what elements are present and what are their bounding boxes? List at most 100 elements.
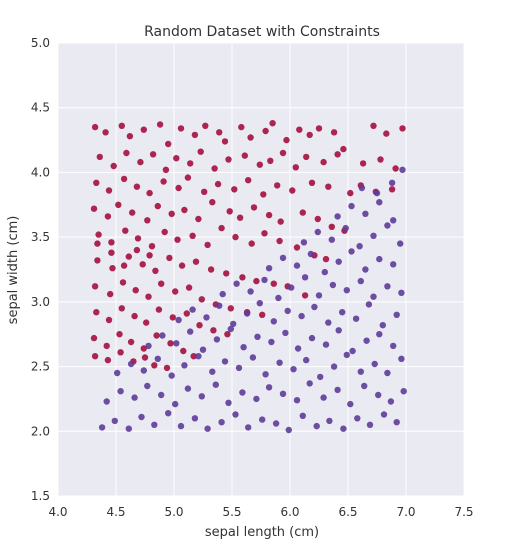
x-tick-label: 5.0	[164, 505, 183, 519]
data-point-upper	[216, 129, 223, 136]
y-tick-label: 2.0	[31, 424, 50, 438]
x-axis-label: sepal length (cm)	[205, 525, 319, 540]
data-point-lower	[326, 417, 333, 425]
x-tick-label: 4.0	[48, 505, 67, 519]
data-point-upper	[239, 274, 246, 281]
data-point-upper	[236, 214, 244, 221]
data-point-upper	[209, 199, 216, 206]
data-point-upper	[95, 231, 102, 238]
data-point-lower	[145, 342, 152, 350]
data-point-upper	[105, 187, 113, 194]
data-point-upper	[103, 342, 110, 350]
data-point-upper	[187, 160, 194, 167]
y-tick-label: 4.0	[31, 165, 50, 179]
data-point-upper	[115, 201, 122, 208]
data-point-lower	[275, 294, 282, 302]
data-point-upper	[158, 280, 165, 287]
x-tick-label: 6.0	[280, 505, 299, 519]
data-point-lower	[177, 422, 185, 430]
data-point-upper	[165, 140, 172, 148]
data-point-lower	[232, 411, 239, 418]
data-points	[90, 120, 407, 434]
data-point-lower	[282, 329, 289, 337]
data-point-lower	[390, 261, 397, 268]
data-point-lower	[363, 337, 370, 344]
data-point-upper	[110, 162, 117, 170]
data-point-lower	[212, 381, 219, 388]
data-point-upper	[177, 125, 185, 132]
data-point-upper	[279, 149, 287, 157]
data-point-upper	[91, 283, 99, 290]
data-point-upper	[269, 120, 276, 127]
data-point-upper	[126, 133, 134, 140]
data-point-upper	[153, 332, 160, 339]
data-point-lower	[399, 166, 406, 173]
data-point-upper	[181, 206, 188, 214]
data-point-lower	[348, 248, 355, 255]
data-point-lower	[270, 318, 277, 325]
data-point-lower	[288, 284, 295, 291]
data-point-upper	[104, 213, 112, 220]
data-point-lower	[98, 424, 106, 431]
data-point-upper	[94, 240, 101, 247]
data-point-upper	[94, 257, 101, 264]
data-point-lower	[117, 388, 124, 395]
data-point-upper	[207, 266, 215, 273]
data-point-upper	[185, 284, 193, 291]
data-point-lower	[370, 293, 377, 300]
data-point-lower	[370, 232, 377, 239]
data-point-upper	[210, 327, 217, 334]
data-point-lower	[265, 265, 273, 272]
data-point-lower	[219, 290, 226, 298]
data-point-upper	[289, 187, 296, 194]
data-point-upper	[143, 319, 150, 326]
data-point-lower	[209, 368, 216, 375]
data-point-upper	[149, 151, 157, 158]
data-point-lower	[175, 316, 182, 324]
y-tick-label: 5.0	[31, 36, 50, 50]
data-point-lower	[221, 358, 229, 365]
data-point-upper	[270, 280, 277, 287]
data-point-upper	[253, 277, 260, 285]
data-point-lower	[317, 373, 324, 381]
data-point-upper	[116, 331, 123, 338]
data-point-lower	[216, 302, 223, 309]
data-point-lower	[265, 384, 273, 391]
data-point-upper	[262, 127, 269, 135]
data-point-lower	[357, 277, 364, 285]
data-point-upper	[167, 340, 174, 347]
data-point-lower	[349, 347, 356, 355]
data-point-lower	[213, 336, 221, 343]
data-point-upper	[202, 122, 209, 129]
data-point-upper	[140, 126, 147, 133]
data-point-upper	[161, 228, 168, 236]
data-point-lower	[393, 311, 400, 318]
data-point-lower	[373, 189, 381, 197]
data-point-lower	[335, 258, 342, 265]
data-point-upper	[133, 246, 141, 254]
data-point-lower	[189, 306, 196, 313]
data-point-lower	[311, 303, 318, 311]
data-point-upper	[241, 152, 248, 159]
y-tick-label: 1.5	[31, 489, 50, 503]
data-point-lower	[322, 341, 330, 348]
data-point-upper	[133, 183, 141, 190]
data-point-upper	[107, 290, 114, 298]
data-point-lower	[334, 213, 341, 220]
data-point-lower	[138, 413, 145, 421]
data-point-upper	[204, 241, 211, 249]
data-point-upper	[334, 151, 341, 158]
data-point-upper	[93, 179, 100, 186]
data-point-lower	[384, 222, 391, 229]
data-point-upper	[218, 224, 225, 232]
data-point-lower	[239, 389, 246, 396]
data-point-upper	[166, 254, 173, 262]
data-point-upper	[154, 202, 161, 210]
data-point-upper	[117, 349, 124, 356]
x-tick-label: 7.5	[454, 505, 473, 519]
data-point-upper	[160, 178, 167, 185]
data-point-lower	[262, 371, 269, 378]
data-point-lower	[387, 398, 395, 405]
data-point-lower	[256, 300, 263, 307]
